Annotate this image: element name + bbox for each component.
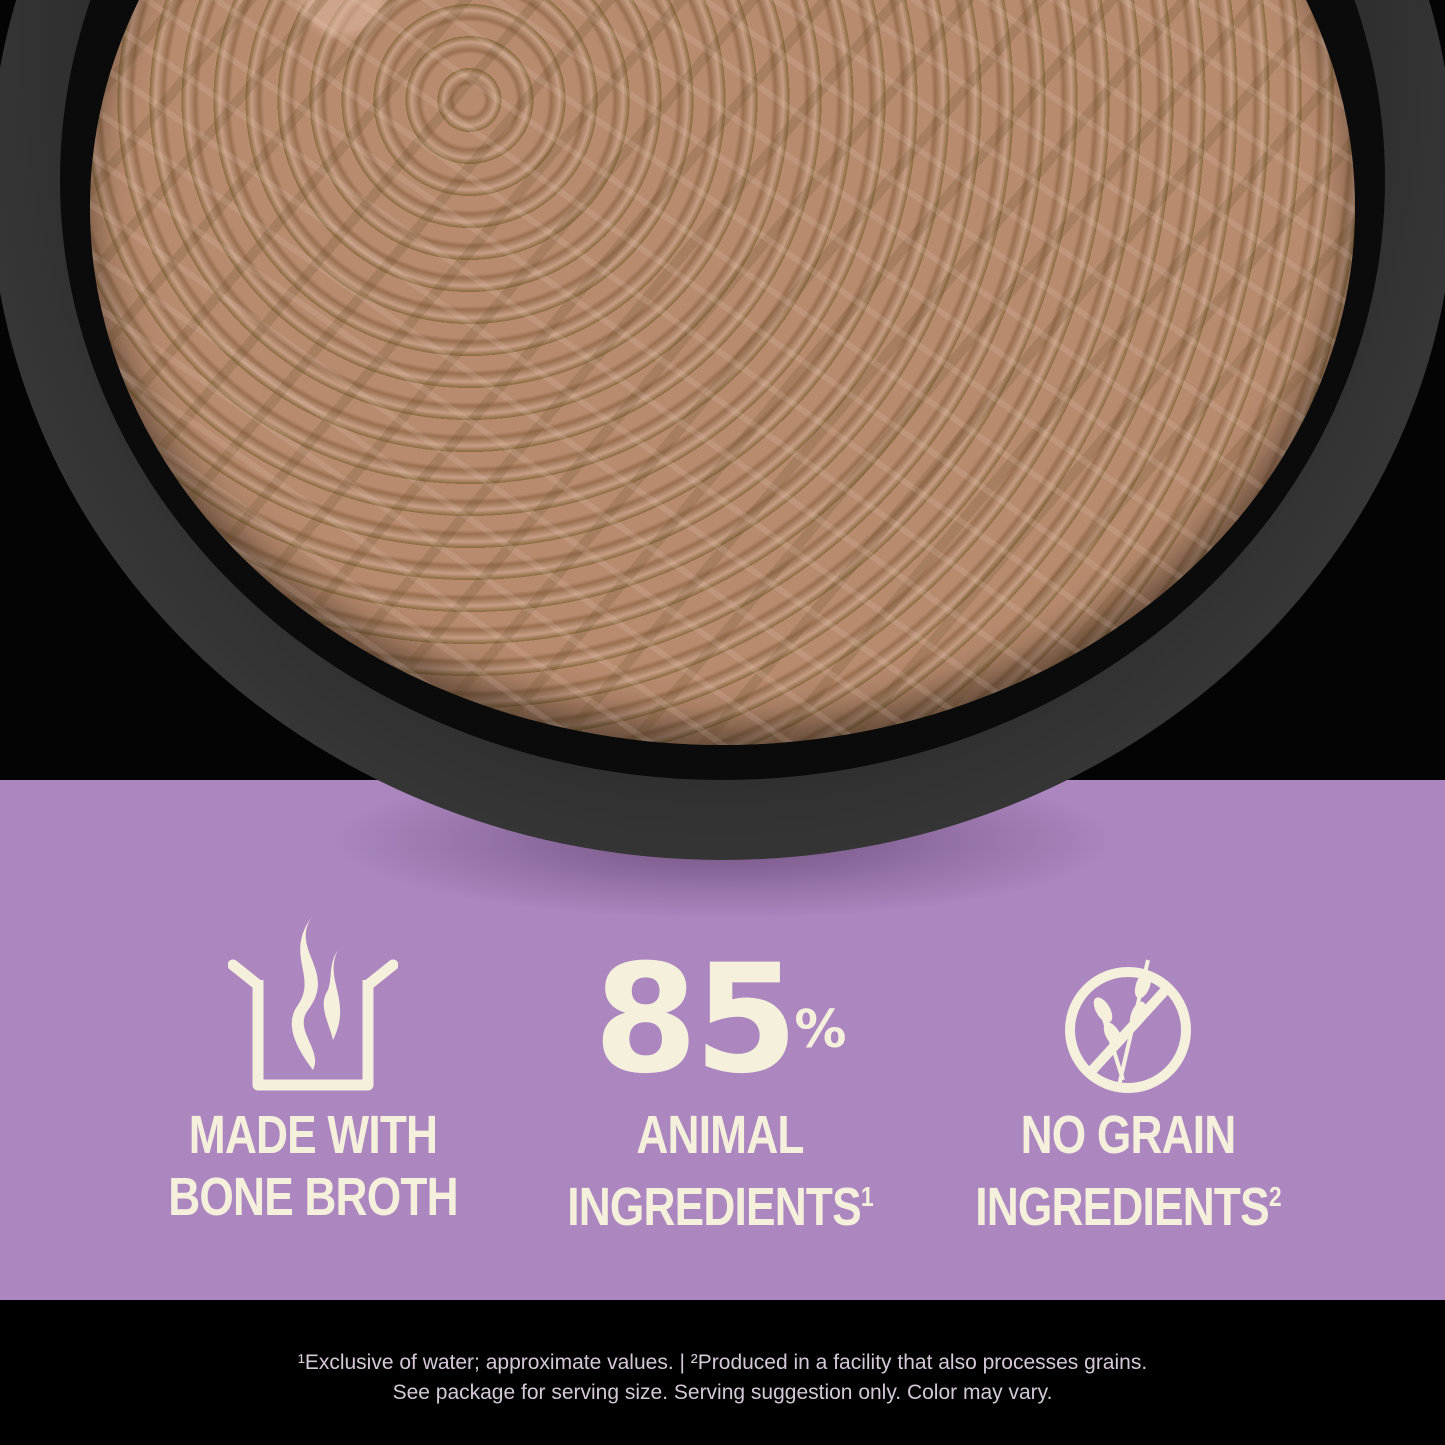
stat-value: 85 bbox=[593, 933, 799, 1107]
feature-label: ANIMAL INGREDIENTS1 bbox=[556, 1104, 884, 1238]
feature-line2: BONE BROTH bbox=[168, 1167, 458, 1227]
footnotes: ¹Exclusive of water; approximate values.… bbox=[0, 1348, 1445, 1408]
feature-no-grain: NO GRAIN INGREDIENTS2 bbox=[928, 900, 1328, 1238]
no-grain-icon bbox=[928, 900, 1328, 1100]
footnote-line1: ¹Exclusive of water; approximate values.… bbox=[297, 1351, 1148, 1374]
feature-label: MADE WITH BONE BROTH bbox=[149, 1104, 477, 1228]
feature-line2: INGREDIENTS bbox=[975, 1177, 1269, 1237]
footnote-marker: 1 bbox=[860, 1181, 874, 1212]
feature-line1: MADE WITH bbox=[188, 1105, 438, 1165]
feature-animal-ingredients: 85% ANIMAL INGREDIENTS1 bbox=[520, 900, 920, 1238]
feature-bone-broth: MADE WITH BONE BROTH bbox=[113, 900, 513, 1228]
pot-steam-icon bbox=[113, 900, 513, 1100]
feature-line1: NO GRAIN bbox=[1020, 1105, 1237, 1165]
feature-line2: INGREDIENTS bbox=[567, 1177, 861, 1237]
stat-85-percent: 85% bbox=[520, 900, 920, 1100]
footnote-bar bbox=[0, 1300, 1445, 1445]
footnote-line2: See package for serving size. Serving su… bbox=[392, 1381, 1053, 1404]
stat-unit: % bbox=[794, 1000, 847, 1060]
feature-line1: ANIMAL bbox=[636, 1105, 804, 1165]
feature-label: NO GRAIN INGREDIENTS2 bbox=[964, 1104, 1292, 1238]
footnote-marker: 2 bbox=[1268, 1181, 1282, 1212]
